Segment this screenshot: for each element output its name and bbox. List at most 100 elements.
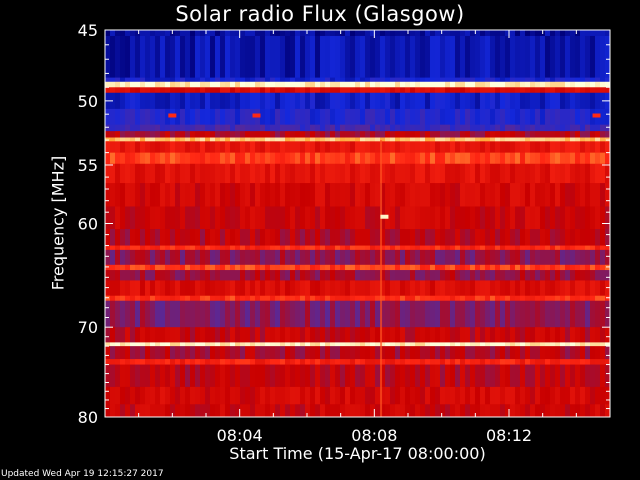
heatmap-cell [270,300,275,328]
heatmap-cell [280,346,285,360]
heatmap-cell [460,404,465,418]
heatmap-cell [225,77,230,83]
heatmap-cell [375,346,380,360]
heatmap-cell [350,206,355,230]
heatmap-cell [290,77,295,83]
heatmap-cell [475,81,480,88]
heatmap-cell [450,141,455,154]
heatmap-cell [140,386,145,405]
heatmap-cell [330,404,335,418]
heatmap-cell [225,92,230,110]
heatmap-cell [545,152,550,165]
heatmap-cell [190,245,195,251]
heatmap-cell [300,81,305,88]
heatmap-cell [175,386,180,405]
heatmap-cell [415,342,420,347]
heatmap-cell [425,346,430,360]
heatmap-cell [215,346,220,360]
heatmap-cell [380,270,385,281]
heatmap-cell [375,163,380,184]
heatmap-cell [430,81,435,88]
heatmap-cell [490,77,495,83]
heatmap-cell [220,77,225,83]
heatmap-cell [340,229,345,247]
heatmap-cell [360,163,365,184]
heatmap-cell [570,77,575,83]
heatmap-cell [285,229,290,247]
heatmap-cell [305,124,310,132]
heatmap-cell [460,77,465,83]
heatmap-cell [335,386,340,405]
heatmap-cell [375,359,380,366]
heatmap-cell [540,404,545,418]
heatmap-cell [400,141,405,154]
heatmap-cell [320,35,325,79]
heatmap-cell [515,245,520,251]
heatmap-cell [225,131,230,139]
heatmap-cell [510,346,515,360]
heatmap-cell [570,327,575,343]
frequency-band [105,342,610,347]
heatmap-cell [310,141,315,154]
heatmap-cell [585,87,590,94]
heatmap-cell [425,163,430,184]
heatmap-cell [125,359,130,366]
heatmap-cell [475,386,480,405]
heatmap-cell [150,346,155,360]
heatmap-cell [105,35,110,79]
heatmap-cell [305,300,310,328]
heatmap-cell [135,87,140,94]
heatmap-cell [510,30,515,37]
heatmap-cell [210,163,215,184]
heatmap-cell [340,141,345,154]
heatmap-cell [470,359,475,366]
heatmap-cell [395,108,400,126]
heatmap-cell [500,364,505,388]
heatmap-cell [540,92,545,110]
heatmap-cell [295,152,300,165]
heatmap-cell [445,364,450,388]
heatmap-cell [600,386,605,405]
heatmap-cell [425,77,430,83]
heatmap-cell [140,77,145,83]
heatmap-cell [500,300,505,328]
heatmap-cell [260,87,265,94]
heatmap-cell [370,359,375,366]
heatmap-cell [225,141,230,154]
heatmap-cell [560,92,565,110]
heatmap-cell [505,229,510,247]
heatmap-cell [465,404,470,418]
heatmap-cell [235,30,240,37]
heatmap-cell [150,245,155,251]
heatmap-cell [370,124,375,132]
heatmap-cell [305,346,310,360]
heatmap-cell [140,92,145,110]
heatmap-cell [285,35,290,79]
heatmap-cell [580,359,585,366]
heatmap-cell [250,81,255,88]
heatmap-cell [430,359,435,366]
heatmap-cell [115,386,120,405]
frequency-band [105,270,610,281]
heatmap-cell [145,386,150,405]
heatmap-cell [390,249,395,266]
heatmap-cell [460,141,465,154]
heatmap-cell [135,270,140,281]
heatmap-cell [135,137,140,142]
y-tick-label: 50 [78,92,98,111]
heatmap-cell [145,183,150,207]
frequency-band [105,264,610,271]
heatmap-cell [480,206,485,230]
heatmap-cell [570,364,575,388]
heatmap-cell [155,183,160,207]
heatmap-cell [220,183,225,207]
heatmap-cell [440,245,445,251]
heatmap-cell [435,206,440,230]
heatmap-cell [130,163,135,184]
heatmap-cell [540,131,545,139]
heatmap-cell [410,229,415,247]
heatmap-cell [280,359,285,366]
heatmap-cell [435,229,440,247]
heatmap-cell [285,92,290,110]
heatmap-cell [585,280,590,297]
